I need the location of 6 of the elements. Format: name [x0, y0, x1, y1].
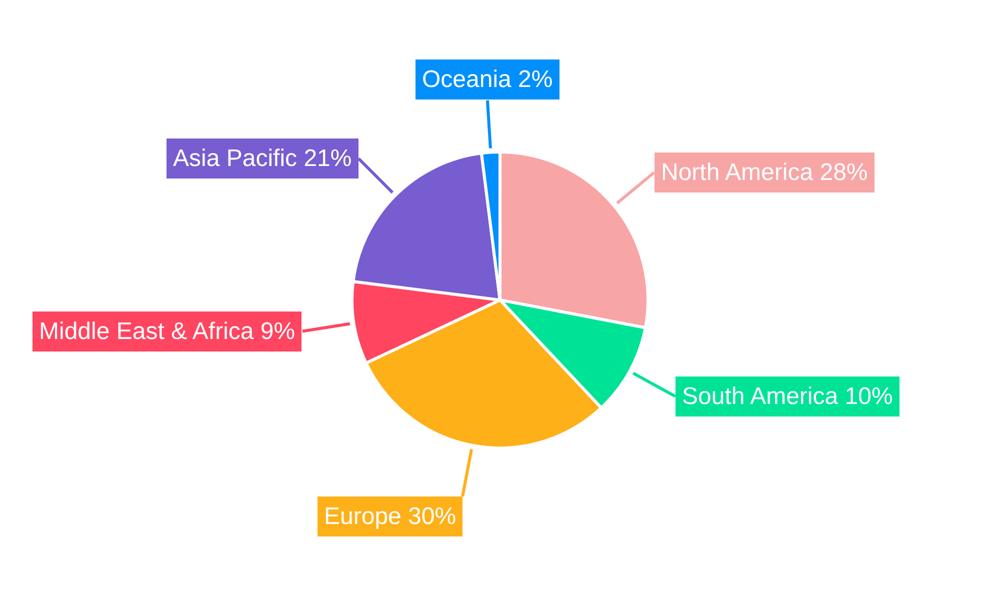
slice-label: South America 10%: [682, 383, 893, 410]
slice-label: Asia Pacific 21%: [173, 145, 352, 172]
slice-label: North America 28%: [661, 159, 868, 186]
slice-label: Oceania 2%: [422, 66, 553, 93]
slice-label: Europe 30%: [324, 503, 456, 530]
slice-label: Middle East & Africa 9%: [39, 318, 296, 345]
